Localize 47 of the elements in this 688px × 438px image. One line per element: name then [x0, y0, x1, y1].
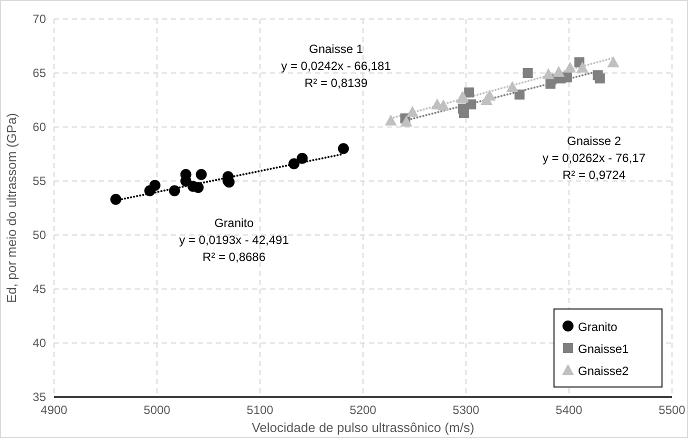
point [169, 185, 180, 196]
y-tick-label: 40 [32, 336, 46, 350]
y-tick-label: 70 [32, 12, 46, 26]
point [552, 66, 565, 77]
legend-label: Gnaisse1 [578, 342, 630, 356]
y-tick-label: 60 [32, 120, 46, 134]
x-tick-label: 5200 [350, 403, 377, 417]
y-tick-label: 55 [32, 174, 46, 188]
point [564, 62, 576, 73]
point [384, 114, 397, 126]
x-tick-label: 5500 [658, 403, 686, 417]
point [576, 62, 588, 73]
point [542, 68, 554, 80]
annotation: Gnaisse 1 y = 0,0242x - 66,181 R² = 0,8139 [281, 42, 392, 90]
legend-label: Granito [578, 320, 618, 334]
point [506, 81, 518, 92]
point [562, 72, 572, 82]
point [406, 106, 418, 117]
point [110, 194, 122, 205]
point [466, 99, 476, 110]
point [464, 87, 474, 98]
point [400, 116, 412, 127]
y-tick-label: 65 [32, 66, 46, 80]
legend-label: Gnaisse2 [578, 364, 630, 378]
x-tick-label: 5300 [452, 403, 480, 417]
point [288, 158, 300, 170]
x-axis-title: Velocidade de pulso ultrassônico (m/s) [252, 420, 474, 435]
point [607, 56, 620, 68]
point [196, 169, 207, 180]
x-tick-label: 4900 [40, 403, 68, 417]
y-axis-title: Ed, por meio do ultrassom (GPa) [4, 112, 19, 304]
point [149, 180, 160, 191]
point [522, 68, 533, 78]
annotation: Granito y = 0,0193x - 42,491 R² = 0,8686 [179, 216, 290, 264]
x-tick-label: 5100 [246, 403, 274, 417]
annotation: Gnaisse 2 y = 0,0262x - 76,17 R² = 0,9724 [542, 134, 646, 182]
point [458, 108, 469, 118]
point [514, 90, 525, 100]
point [437, 99, 450, 110]
y-tick-label: 35 [32, 390, 46, 404]
x-tick-label: 5000 [144, 403, 171, 417]
y-tick-label: 45 [32, 282, 46, 296]
point [338, 143, 349, 154]
point [296, 152, 308, 164]
y-tick-label: 50 [32, 228, 46, 242]
x-tick-label: 5400 [556, 403, 583, 417]
point [594, 73, 605, 84]
